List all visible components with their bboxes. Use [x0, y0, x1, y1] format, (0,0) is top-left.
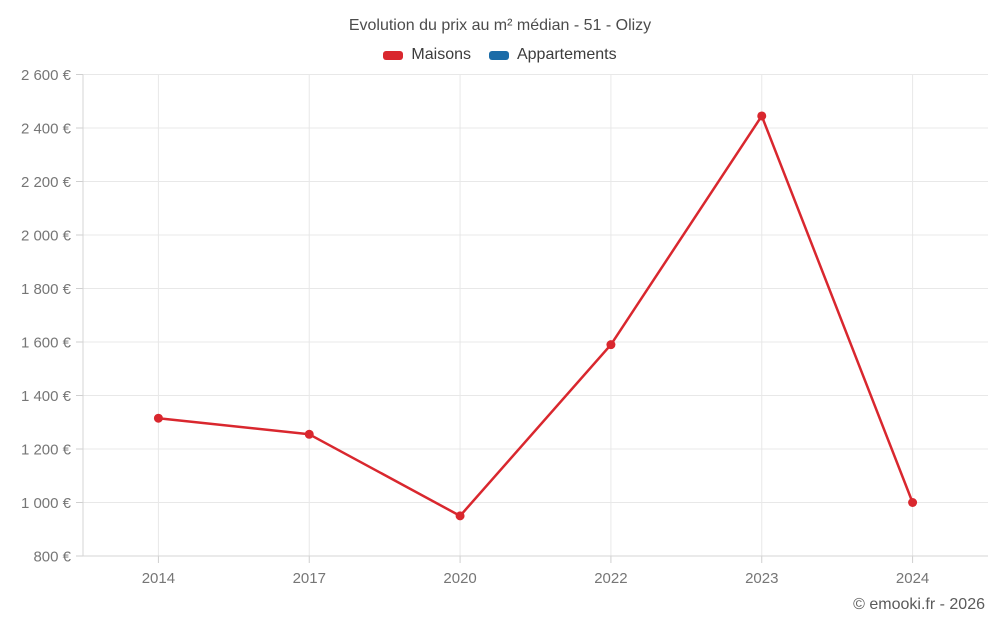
x-tick-label: 2022	[594, 570, 627, 587]
maisons-legend-label: Maisons	[411, 46, 471, 63]
x-tick-label: 2017	[293, 570, 326, 587]
appartements-legend-swatch-icon	[488, 50, 509, 60]
chart-title: Evolution du prix au m² médian - 51 - Ol…	[348, 17, 652, 34]
x-tick-label: 2024	[896, 570, 929, 587]
legend-item-maisons[interactable]: Maisons	[383, 46, 471, 64]
y-tick-label: 1 000 €	[21, 495, 72, 512]
y-tick-label: 800 €	[33, 548, 71, 565]
maisons-data-point[interactable]	[455, 511, 465, 521]
x-tick-label: 2023	[745, 570, 778, 587]
maisons-data-point[interactable]	[606, 340, 616, 350]
maisons-data-point[interactable]	[304, 429, 314, 439]
y-tick-label: 2 400 €	[21, 120, 72, 137]
y-tick-label: 2 200 €	[21, 174, 72, 191]
x-tick-label: 2014	[142, 570, 175, 587]
maisons-data-point[interactable]	[757, 111, 767, 121]
credit-text: © emooki.fr - 2026	[853, 596, 985, 613]
y-tick-label: 2 600 €	[21, 67, 72, 84]
y-tick-label: 1 400 €	[21, 388, 72, 405]
y-tick-label: 1 200 €	[21, 441, 72, 458]
x-tick-label: 2020	[443, 570, 476, 587]
y-tick-label: 1 800 €	[21, 281, 72, 298]
maisons-data-point[interactable]	[153, 413, 163, 423]
y-tick-label: 2 000 €	[21, 227, 72, 244]
chart-legend: Maisons Appartements	[0, 46, 1000, 64]
legend-item-appartements[interactable]: Appartements	[488, 46, 617, 64]
appartements-legend-label: Appartements	[516, 46, 617, 63]
y-tick-label: 1 600 €	[21, 334, 72, 351]
maisons-line	[157, 114, 914, 518]
maisons-data-point[interactable]	[908, 498, 918, 507]
maisons-legend-swatch-icon	[383, 50, 404, 60]
